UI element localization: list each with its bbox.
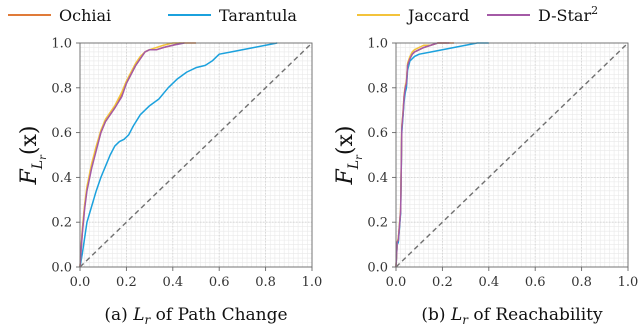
- y-tick-label: 1.0: [51, 37, 72, 52]
- x-tick-label: 0.2: [116, 275, 137, 290]
- x-tick-label: 0.6: [525, 275, 546, 290]
- legend: Ochiai Tarantula Jaccard D-Star2: [8, 4, 598, 25]
- x-tick-label: 0.4: [478, 275, 499, 290]
- x-tick-label: 0.6: [209, 275, 230, 290]
- y-tick-label: 0.2: [51, 216, 72, 231]
- x-tick-label: 0.8: [255, 275, 276, 290]
- x-tick-label: 0.0: [70, 275, 91, 290]
- y-tick-label: 0.0: [51, 261, 72, 276]
- x-tick-label: 0.8: [571, 275, 592, 290]
- panel-caption: (a) Lr of Path Change: [104, 305, 287, 327]
- x-tick-label: 1.0: [302, 275, 323, 290]
- legend-item-tarantula: Tarantula: [168, 6, 297, 25]
- x-tick-label: 0.4: [162, 275, 183, 290]
- x-tick-label: 0.2: [432, 275, 453, 290]
- series-line-tarantula: [79, 42, 278, 268]
- reference-diagonal: [395, 42, 629, 268]
- legend-label: Jaccard: [406, 6, 469, 25]
- x-tick-label: 1.0: [618, 275, 639, 290]
- legend-label: Tarantula: [219, 6, 297, 25]
- legend-item-jaccard: Jaccard: [357, 6, 469, 25]
- x-tick-label: 0.0: [386, 275, 407, 290]
- y-tick-label: 0.6: [367, 126, 388, 141]
- plot-frame: [395, 42, 629, 268]
- chart-reachability: 0.0 0.2 0.4 0.6 0.8 1.0 0.0 0.2 0.4 0.6 0.8 1.0 FLr(…: [333, 37, 638, 328]
- legend-label: Ochiai: [59, 6, 111, 25]
- y-tick-label: 0.2: [367, 216, 388, 231]
- series-line-d-star-: [79, 42, 185, 268]
- y-tick-label: 0.4: [51, 171, 72, 186]
- y-tick-label: 0.8: [367, 81, 388, 96]
- series-line-d-star-: [395, 42, 450, 268]
- legend-label: D-Star2: [538, 4, 598, 25]
- panel-caption: (b) Lr of Reachability: [421, 305, 603, 327]
- y-axis-label: FLr(x): [17, 126, 49, 186]
- plot-frame: [79, 42, 313, 268]
- legend-item-d-star: D-Star2: [487, 4, 598, 25]
- y-tick-label: 1.0: [367, 37, 388, 52]
- y-axis-label: FLr(x): [333, 126, 365, 186]
- y-tick-label: 0.0: [367, 261, 388, 276]
- grid: [396, 43, 628, 267]
- chart-path-change: 0.0 0.2 0.4 0.6 0.8 1.0 0.0 0.2 0.4 0.6 0.8 1.0 FLr(…: [17, 37, 322, 328]
- y-tick-label: 0.8: [51, 81, 72, 96]
- y-tick-label: 0.4: [367, 171, 388, 186]
- y-tick-label: 0.6: [51, 126, 72, 141]
- legend-item-ochiai: Ochiai: [8, 6, 111, 25]
- grid: [80, 43, 312, 267]
- reference-diagonal: [79, 42, 313, 268]
